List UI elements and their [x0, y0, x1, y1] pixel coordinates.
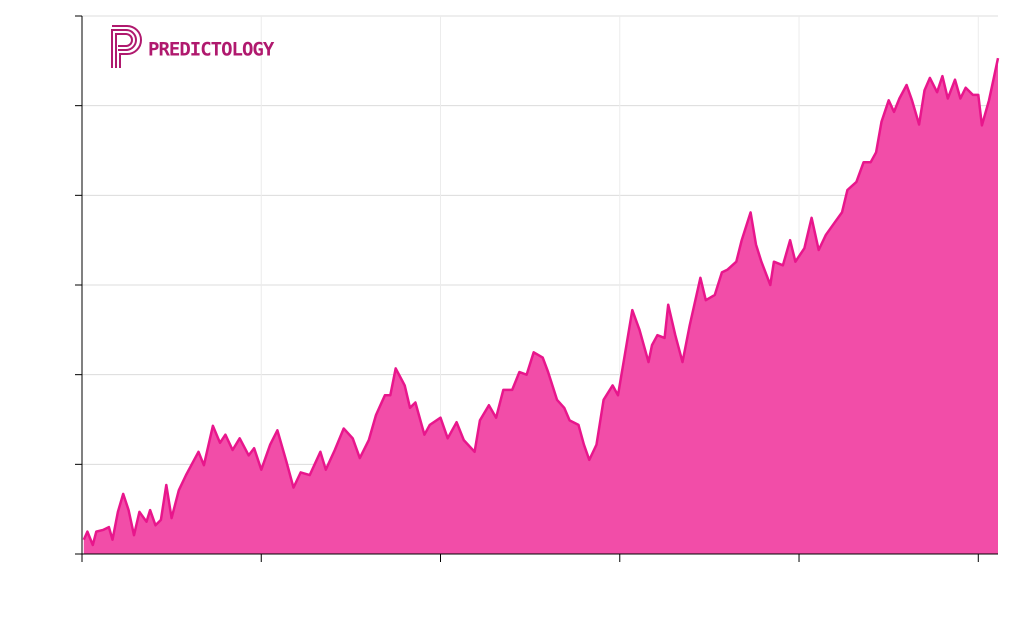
line	[82, 57, 1000, 547]
logo: PREDICTOLOGY	[111, 25, 276, 68]
logo-icon	[111, 25, 142, 68]
plot-area	[82, 57, 1000, 554]
axes	[75, 15, 998, 562]
area	[83, 58, 999, 554]
logo-text: PREDICTOLOGY	[148, 39, 275, 61]
